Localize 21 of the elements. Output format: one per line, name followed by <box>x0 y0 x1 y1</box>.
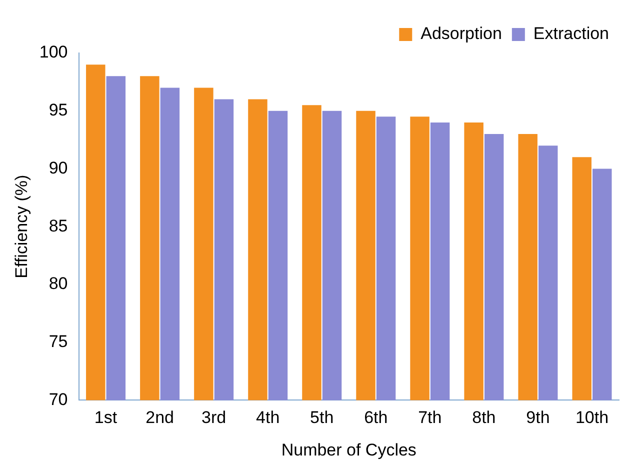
x-axis-title: Number of Cycles <box>281 440 416 460</box>
y-tick-label: 85 <box>48 216 68 236</box>
legend-label: Extraction <box>533 24 610 44</box>
legend-label: Adsorption <box>420 24 502 44</box>
y-axis-title: Efficiency (%) <box>12 174 31 278</box>
x-tick-label: 10th <box>575 408 609 428</box>
y-tick-label: 75 <box>48 332 68 352</box>
x-tick-label: 2nd <box>146 408 174 428</box>
x-tick-label: 4th <box>256 408 280 428</box>
x-tick-label: 5th <box>310 408 334 428</box>
y-tick-label: 95 <box>48 100 68 120</box>
x-tick-label: 9th <box>526 408 550 428</box>
x-tick-label: 8th <box>472 408 496 428</box>
y-tick-label: 100 <box>39 42 68 62</box>
y-tick-label: 80 <box>48 274 68 294</box>
y-tick-label: 70 <box>48 390 68 409</box>
x-tick-label: 3rd <box>202 408 226 428</box>
x-tick-label: 1st <box>94 408 118 428</box>
x-tick-label: 7th <box>418 408 442 428</box>
x-tick-label: 6th <box>364 408 388 428</box>
y-tick-label: 90 <box>48 158 68 178</box>
